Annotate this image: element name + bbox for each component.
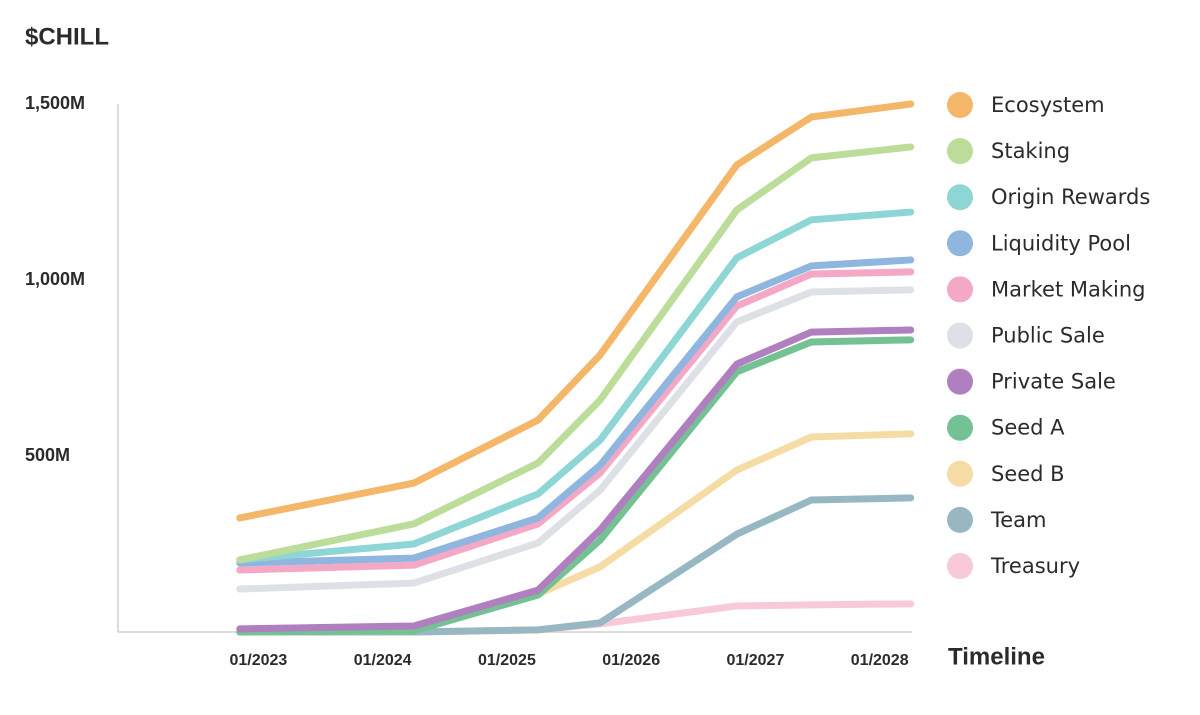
legend-label: Seed B xyxy=(991,462,1065,486)
chart-title: $CHILL xyxy=(25,23,109,50)
legend-label: Staking xyxy=(991,139,1070,163)
series-line xyxy=(236,268,915,574)
x-tick-label: 01/2025 xyxy=(478,652,536,669)
legend-label: Team xyxy=(990,508,1047,532)
legend-swatch xyxy=(947,92,973,118)
x-tick-label: 01/2027 xyxy=(727,652,785,669)
series-line xyxy=(236,286,915,593)
x-axis-label: Timeline xyxy=(948,643,1045,670)
series-line xyxy=(236,143,915,564)
legend-swatch xyxy=(947,460,973,487)
legend-swatch xyxy=(947,230,973,257)
legend-swatch xyxy=(947,553,973,579)
x-tick-label: 01/2023 xyxy=(229,652,287,669)
legend-swatch xyxy=(947,276,973,303)
legend-label: Public Sale xyxy=(991,324,1105,348)
y-tick-label: 500M xyxy=(25,445,70,465)
legend-swatch xyxy=(947,138,973,165)
legend-label: Liquidity Pool xyxy=(991,231,1131,255)
x-tick-label: 01/2026 xyxy=(602,652,660,669)
legend-swatch xyxy=(947,184,973,211)
x-tick-label: 01/2028 xyxy=(851,652,909,669)
legend-swatch xyxy=(947,368,973,395)
y-tick-label: 1,500M xyxy=(25,93,85,113)
legend-label: Market Making xyxy=(991,277,1146,301)
series-line xyxy=(236,336,915,636)
series-line xyxy=(236,326,915,633)
series-line xyxy=(236,256,915,567)
legend-swatch xyxy=(947,506,973,533)
legend-label: Treasury xyxy=(990,554,1080,578)
series-line xyxy=(236,100,915,522)
legend-label: Private Sale xyxy=(991,370,1116,394)
y-tick-label: 1,000M xyxy=(25,269,85,289)
x-tick-label: 01/2024 xyxy=(354,652,412,669)
legend-label: Ecosystem xyxy=(991,93,1105,117)
legend-label: Seed A xyxy=(991,416,1065,440)
series-line xyxy=(236,208,915,564)
legend-swatch xyxy=(947,322,973,349)
legend-swatch xyxy=(947,414,973,441)
legend-label: Origin Rewards xyxy=(991,185,1150,209)
